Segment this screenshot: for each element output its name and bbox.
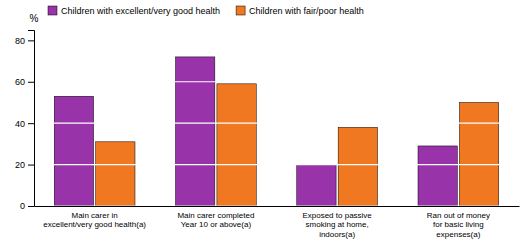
y-tick-mark [28, 82, 34, 83]
y-axis-line [28, 31, 35, 207]
x-tick: Main carer inexcellent/very good health(… [43, 211, 146, 229]
grid-line [34, 205, 519, 206]
y-tick-label: 0 [20, 201, 25, 211]
legend: Children with excellent/very good health… [48, 6, 364, 16]
y-tick-label: 80 [15, 36, 25, 46]
legend-item: Children with excellent/very good health [48, 6, 220, 16]
bar [338, 127, 377, 206]
plot-area [34, 40, 519, 206]
bar [54, 96, 93, 206]
y-tick: 20 [15, 160, 34, 170]
y-tick-mark [28, 40, 34, 41]
x-tick: Main carer completedYear 10 or above(a) [177, 211, 254, 229]
bar [96, 142, 135, 206]
x-tick-label: Main carer inexcellent/very good health(… [43, 211, 146, 229]
y-tick-label: 60 [15, 77, 25, 87]
y-tick-label: 40 [15, 119, 25, 129]
bar-series [54, 57, 457, 206]
y-tick-mark [28, 206, 34, 207]
y-axis-label: % [30, 13, 39, 24]
x-tick: Exposed to passivesmoking at home,indoor… [302, 211, 372, 238]
legend-swatch [48, 6, 57, 15]
bar-series [96, 84, 499, 206]
chart-container: 0 20 40 60 80 Main carer inexcellent/very goo… [0, 0, 529, 252]
grid [34, 40, 519, 206]
x-tick-label: Ran out of moneyfor basic livingexpenses… [427, 211, 490, 238]
y-tick: 60 [15, 77, 34, 87]
y-tick-label: 20 [15, 160, 25, 170]
grid-line [34, 164, 519, 165]
x-axis: Main carer inexcellent/very good health(… [35, 207, 520, 239]
bar [217, 84, 256, 206]
y-tick: 80 [15, 36, 34, 46]
y-tick-mark [28, 165, 34, 166]
grid-line [34, 40, 519, 41]
bar [459, 102, 498, 206]
x-tick-label: Exposed to passivesmoking at home,indoor… [302, 211, 372, 238]
legend-item: Children with fair/poor health [236, 6, 364, 16]
grid-line [34, 123, 519, 124]
x-tick: Ran out of moneyfor basic livingexpenses… [427, 211, 490, 238]
legend-label: Children with excellent/very good health [61, 6, 220, 16]
grid-line [34, 81, 519, 82]
y-axis: 0 20 40 60 80 [15, 31, 35, 212]
chart-svg: 0 20 40 60 80 Main carer inexcellent/very goo… [0, 0, 529, 252]
legend-swatch [236, 6, 245, 15]
y-tick: 40 [15, 119, 34, 129]
y-tick-mark [28, 123, 34, 124]
x-axis-line [35, 206, 520, 207]
bar [176, 57, 215, 206]
x-tick-label: Main carer completedYear 10 or above(a) [177, 211, 254, 229]
bar [297, 165, 336, 206]
bar [418, 146, 457, 206]
y-tick: 0 [20, 201, 34, 211]
legend-label: Children with fair/poor health [249, 6, 364, 16]
